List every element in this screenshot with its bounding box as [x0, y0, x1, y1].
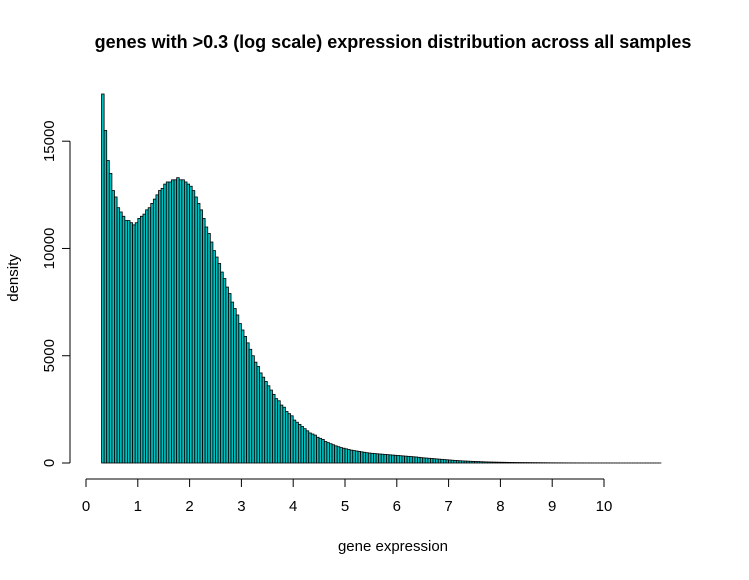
x-tick-label: 9: [548, 498, 556, 515]
x-tick-label: 8: [496, 498, 504, 515]
x-tick-label: 3: [237, 498, 245, 515]
bars-group: [102, 94, 661, 463]
x-tick-label: 7: [444, 498, 452, 515]
x-tick-label: 10: [596, 498, 613, 515]
x-tick-label: 2: [185, 498, 193, 515]
x-axis: 0 1 2 3 4 5 6 7 8 9 10: [82, 479, 613, 515]
y-tick-label: 0: [41, 459, 58, 467]
y-axis: 0 5000 10000 15000: [41, 120, 70, 467]
x-tick-label: 5: [341, 498, 349, 515]
x-tick-label: 1: [134, 498, 142, 515]
y-axis-label: density: [5, 254, 22, 302]
chart-title: genes with >0.3 (log scale) expression d…: [95, 32, 692, 52]
y-tick-label: 10000: [41, 228, 58, 270]
x-tick-label: 0: [82, 498, 90, 515]
x-tick-label: 6: [393, 498, 401, 515]
y-tick-label: 5000: [41, 339, 58, 372]
x-tick-label: 4: [289, 498, 297, 515]
x-axis-label: gene expression: [338, 538, 448, 555]
y-tick-label: 15000: [41, 120, 58, 162]
